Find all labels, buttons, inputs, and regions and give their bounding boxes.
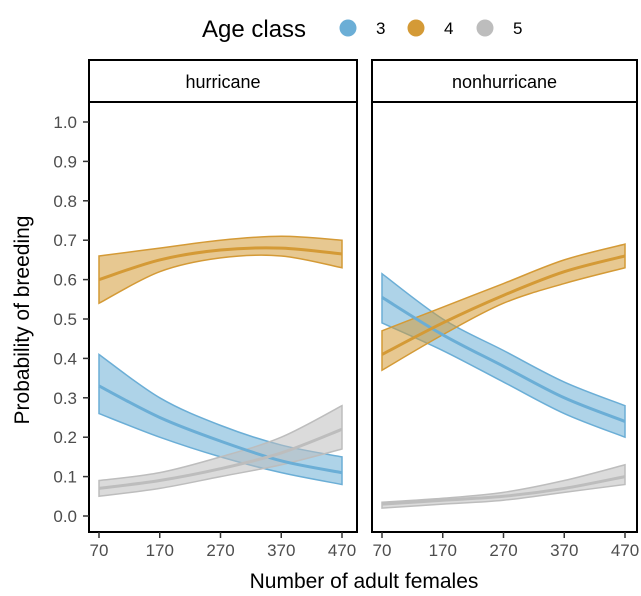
ribbon-hurricane-4 — [98, 235, 343, 305]
y-tick-label-1.0: 1.0 — [53, 113, 77, 132]
x-tick-label-nonhurricane-70: 70 — [373, 541, 392, 560]
y-tick-label-0.1: 0.1 — [53, 468, 77, 487]
y-tick-label-0.5: 0.5 — [53, 310, 77, 329]
y-tick-label-0.8: 0.8 — [53, 192, 77, 211]
x-axis-nonhurricane: 70 170 270 370 470 — [373, 532, 639, 560]
facet-strips: hurricane nonhurricane — [88, 59, 638, 103]
panels — [88, 101, 638, 533]
line-nonhurricane-4 — [381, 254, 626, 356]
facet-label-nonhurricane: nonhurricane — [452, 72, 557, 92]
x-tick-label-hurricane-170: 170 — [146, 541, 174, 560]
x-tick-label-hurricane-370: 370 — [267, 541, 295, 560]
y-tick-label-0.2: 0.2 — [53, 428, 77, 447]
legend-label-5: 5 — [513, 19, 522, 38]
x-axis-title: Number of adult females — [250, 570, 479, 593]
facet-strip-hurricane — [88, 59, 358, 103]
y-tick-label-0.0: 0.0 — [53, 507, 77, 526]
legend-key-3 — [339, 19, 357, 37]
x-tick-label-nonhurricane-270: 270 — [489, 541, 517, 560]
line-hurricane-4 — [98, 246, 343, 282]
line-nonhurricane-3 — [381, 296, 626, 423]
x-tick-label-hurricane-470: 470 — [328, 541, 356, 560]
x-tick-label-nonhurricane-170: 170 — [429, 541, 457, 560]
line-hurricane-5 — [98, 427, 343, 490]
y-tick-label-0.3: 0.3 — [53, 389, 77, 408]
legend: Age class 3 4 5 — [202, 16, 522, 43]
y-tick-label-0.7: 0.7 — [53, 231, 77, 250]
y-axis: 0.0 0.1 0.2 0.3 0.4 0.5 0.6 0.7 0.8 0.9 1.0 — [53, 113, 89, 526]
legend-label-4: 4 — [444, 19, 453, 38]
panel-border-hurricane — [88, 101, 358, 533]
x-axis-hurricane: 70 170 270 370 470 — [90, 532, 356, 560]
panel-hurricane — [88, 101, 358, 533]
legend-key-4 — [407, 19, 425, 37]
y-tick-label-0.4: 0.4 — [53, 349, 77, 368]
x-axes: 70 170 270 370 470 70 170 270 370 470 — [90, 532, 639, 560]
line-nonhurricane-5 — [381, 475, 626, 506]
legend-label-3: 3 — [376, 19, 385, 38]
x-tick-label-hurricane-70: 70 — [90, 541, 109, 560]
facet-label-hurricane: hurricane — [185, 72, 260, 92]
x-tick-label-hurricane-270: 270 — [206, 541, 234, 560]
x-tick-label-nonhurricane-470: 470 — [611, 541, 639, 560]
ribbon-hurricane-5 — [98, 404, 343, 498]
x-tick-label-nonhurricane-370: 370 — [550, 541, 578, 560]
y-axis-title: Probability of breeding — [11, 216, 34, 425]
legend-title: Age class — [202, 16, 306, 43]
panel-border-nonhurricane — [371, 101, 638, 533]
line-hurricane-3 — [98, 384, 343, 475]
legend-items: 3 4 5 — [339, 19, 522, 38]
ribbon-nonhurricane-4 — [381, 243, 626, 372]
facet-strip-nonhurricane — [371, 59, 638, 103]
legend-key-5 — [476, 19, 494, 37]
y-tick-label-0.6: 0.6 — [53, 271, 77, 290]
panel-nonhurricane — [371, 101, 638, 533]
y-tick-label-0.9: 0.9 — [53, 152, 77, 171]
